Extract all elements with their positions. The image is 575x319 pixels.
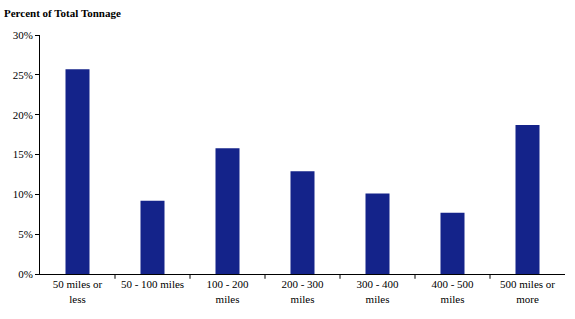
svg-text:100 - 200miles: 100 - 200miles [206,278,249,304]
svg-text:Percent of Total Tonnage: Percent of Total Tonnage [4,7,121,19]
svg-text:50 - 100 miles: 50 - 100 miles [121,278,184,290]
svg-text:10%: 10% [13,188,33,200]
svg-text:0%: 0% [18,268,33,280]
svg-text:500 miles ormore: 500 miles ormore [500,278,555,304]
svg-text:200 - 300miles: 200 - 300miles [281,278,324,304]
svg-text:25%: 25% [13,69,33,81]
svg-text:15%: 15% [13,148,33,160]
svg-text:400 - 500miles: 400 - 500miles [431,278,474,304]
svg-text:50 miles orless: 50 miles orless [53,278,103,304]
svg-text:300 - 400miles: 300 - 400miles [356,278,399,304]
svg-text:5%: 5% [18,228,33,240]
svg-text:20%: 20% [13,109,33,121]
svg-text:30%: 30% [13,29,33,41]
